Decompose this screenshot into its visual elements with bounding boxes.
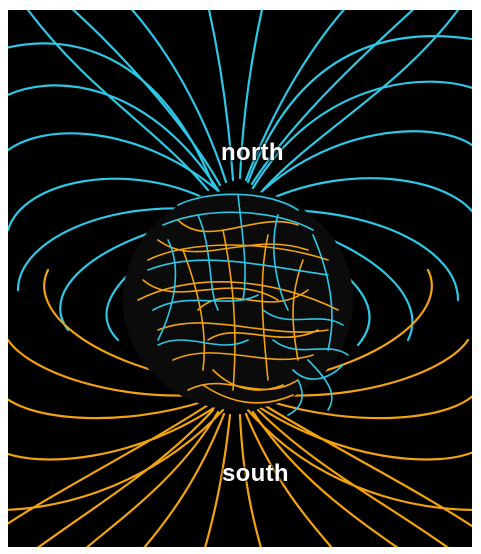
core-tangle xyxy=(123,190,353,416)
south-outer-field-lines xyxy=(8,268,472,547)
field-lines-graphic xyxy=(8,10,472,547)
south-pole-label: south xyxy=(222,460,289,487)
magnetic-field-visualization: north south xyxy=(8,10,472,547)
north-pole-label: north xyxy=(221,139,284,166)
